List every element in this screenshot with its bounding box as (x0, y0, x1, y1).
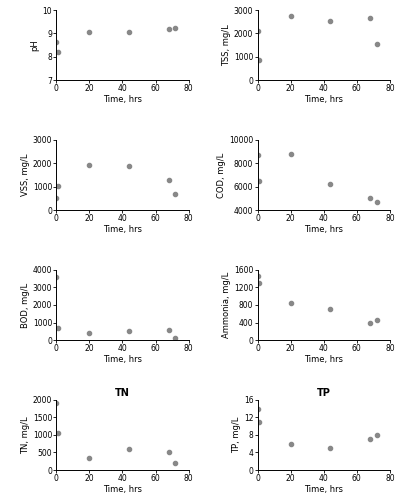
Y-axis label: Ammonia, mg/L: Ammonia, mg/L (222, 272, 231, 338)
X-axis label: Time, hrs: Time, hrs (103, 95, 142, 104)
Y-axis label: TSS, mg/L: TSS, mg/L (221, 24, 231, 66)
X-axis label: Time, hrs: Time, hrs (103, 484, 142, 494)
X-axis label: Time, hrs: Time, hrs (304, 95, 342, 104)
X-axis label: Time, hrs: Time, hrs (103, 354, 142, 364)
Title: TP: TP (316, 388, 330, 398)
Y-axis label: BOD, mg/L: BOD, mg/L (21, 282, 30, 328)
X-axis label: Time, hrs: Time, hrs (304, 484, 342, 494)
X-axis label: Time, hrs: Time, hrs (304, 354, 342, 364)
Title: TN: TN (115, 388, 130, 398)
Y-axis label: COD, mg/L: COD, mg/L (217, 152, 226, 198)
Y-axis label: TN, mg/L: TN, mg/L (21, 416, 30, 454)
Y-axis label: TP, mg/L: TP, mg/L (231, 416, 240, 453)
Y-axis label: pH: pH (30, 39, 40, 51)
X-axis label: Time, hrs: Time, hrs (103, 224, 142, 234)
Y-axis label: VSS, mg/L: VSS, mg/L (21, 154, 30, 196)
X-axis label: Time, hrs: Time, hrs (304, 224, 342, 234)
